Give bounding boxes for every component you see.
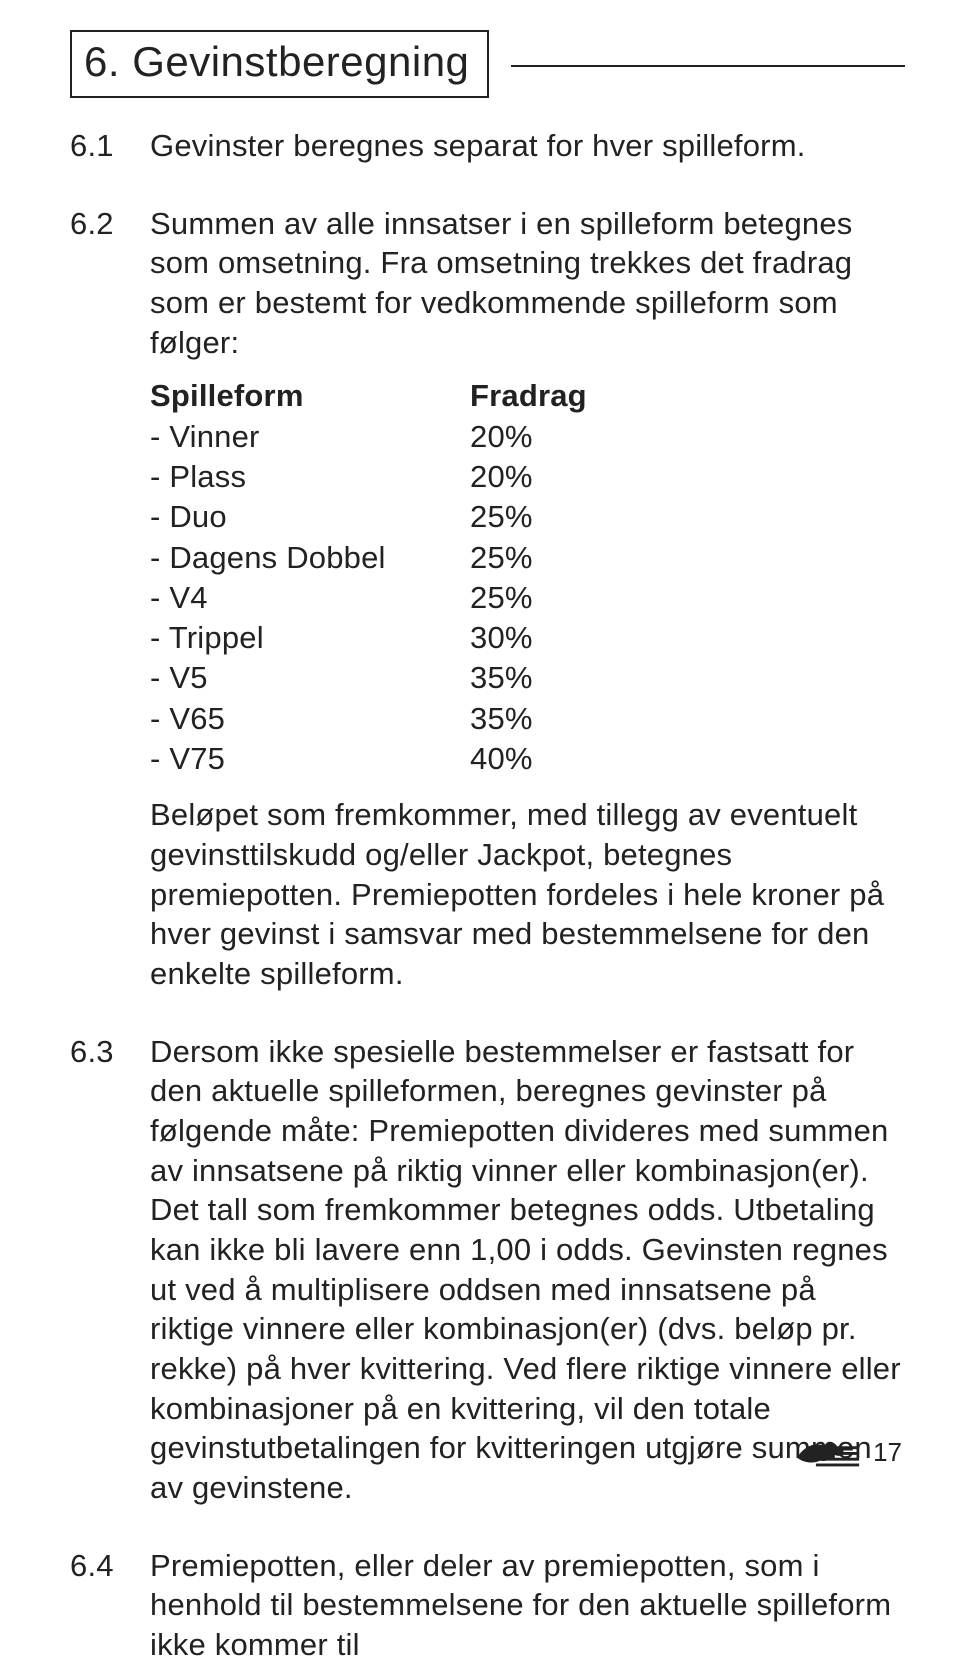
- entry-after: Beløpet som fremkommer, med tillegg av e…: [150, 795, 905, 993]
- table-cell: 25%: [470, 578, 660, 618]
- table-row: - Vinner 20%: [150, 417, 905, 457]
- table-cell: - V75: [150, 739, 470, 779]
- entry-6-2: 6.2 Summen av alle innsatser i en spille…: [70, 204, 905, 1006]
- entry-number: 6.4: [70, 1546, 150, 1677]
- fradrag-table: Spilleform Fradrag - Vinner 20% - Plass …: [150, 376, 905, 779]
- section-number: 6.: [84, 38, 120, 85]
- table-cell: - V4: [150, 578, 470, 618]
- entry-paragraph: Gevinster beregnes separat for hver spil…: [150, 126, 905, 166]
- table-header-col1: Spilleform: [150, 376, 470, 416]
- table-cell: - V5: [150, 658, 470, 698]
- table-cell: 20%: [470, 417, 660, 457]
- table-row: - Dagens Dobbel 25%: [150, 538, 905, 578]
- entry-number: 6.3: [70, 1032, 150, 1520]
- entry-number: 6.1: [70, 126, 150, 178]
- table-cell: - Vinner: [150, 417, 470, 457]
- horse-logo-icon: [790, 1428, 862, 1476]
- entry-6-1: 6.1 Gevinster beregnes separat for hver …: [70, 126, 905, 178]
- section-header: 6. Gevinstberegning: [70, 30, 905, 98]
- table-cell: 35%: [470, 658, 660, 698]
- entry-6-4: 6.4 Premiepotten, eller deler av premiep…: [70, 1546, 905, 1677]
- header-rule: [511, 65, 905, 67]
- table-row: - Trippel 30%: [150, 618, 905, 658]
- table-cell: - Duo: [150, 497, 470, 537]
- entry-paragraph: Premiepotten, eller deler av premiepotte…: [150, 1546, 905, 1665]
- entry-intro: Summen av alle innsatser i en spilleform…: [150, 204, 905, 363]
- table-cell: - Dagens Dobbel: [150, 538, 470, 578]
- table-row: - V4 25%: [150, 578, 905, 618]
- section-title: Gevinstberegning: [132, 38, 469, 85]
- table-header-row: Spilleform Fradrag: [150, 376, 905, 416]
- page-number: 17: [870, 1437, 905, 1468]
- table-cell: 40%: [470, 739, 660, 779]
- table-cell: 30%: [470, 618, 660, 658]
- table-cell: - V65: [150, 699, 470, 739]
- table-cell: - Plass: [150, 457, 470, 497]
- entry-body: Gevinster beregnes separat for hver spil…: [150, 126, 905, 178]
- section-title-box: 6. Gevinstberegning: [70, 30, 489, 98]
- table-row: - Duo 25%: [150, 497, 905, 537]
- table-row: - V75 40%: [150, 739, 905, 779]
- page-footer: 17: [790, 1428, 905, 1476]
- table-cell: 25%: [470, 538, 660, 578]
- table-row: - Plass 20%: [150, 457, 905, 497]
- entry-number: 6.2: [70, 204, 150, 1006]
- table-row: - V65 35%: [150, 699, 905, 739]
- table-cell: - Trippel: [150, 618, 470, 658]
- table-row: - V5 35%: [150, 658, 905, 698]
- table-cell: 25%: [470, 497, 660, 537]
- table-cell: 20%: [470, 457, 660, 497]
- table-cell: 35%: [470, 699, 660, 739]
- entry-body: Summen av alle innsatser i en spilleform…: [150, 204, 905, 1006]
- table-header-col2: Fradrag: [470, 376, 660, 416]
- entry-body: Premiepotten, eller deler av premiepotte…: [150, 1546, 905, 1677]
- entry-6-3: 6.3 Dersom ikke spesielle bestemmelser e…: [70, 1032, 905, 1520]
